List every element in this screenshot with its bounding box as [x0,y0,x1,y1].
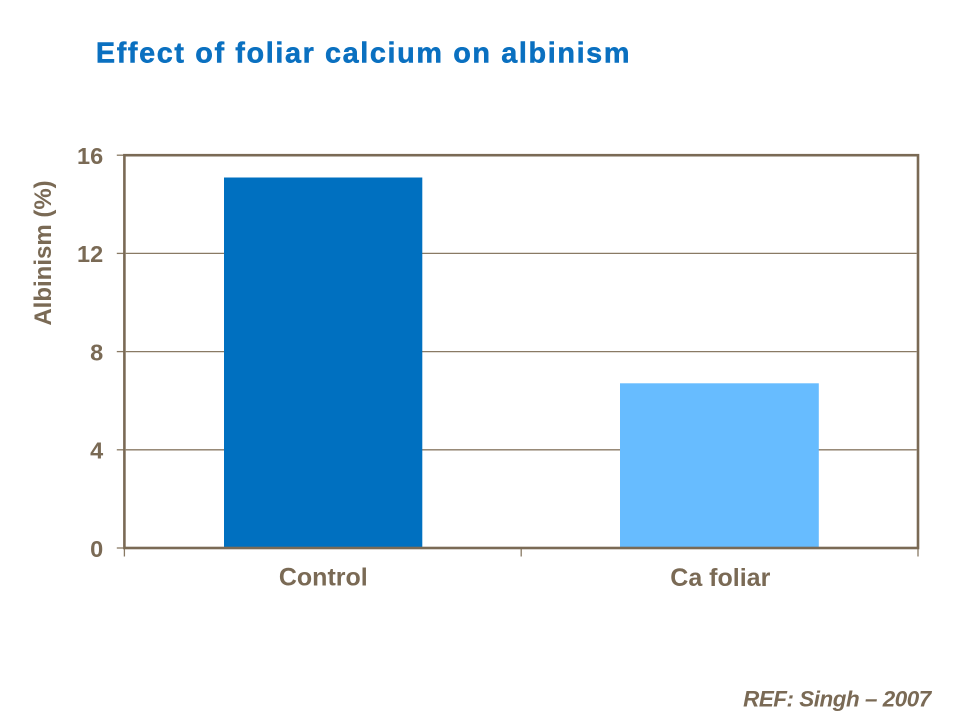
svg-text:Effect of foliar calcium on al: Effect of foliar calcium on albinism [96,38,631,70]
svg-text:0: 0 [90,536,103,562]
svg-text:8: 8 [90,339,103,365]
svg-text:REF: Singh – 2007: REF: Singh – 2007 [743,687,933,712]
svg-text:16: 16 [77,143,103,169]
svg-text:4: 4 [90,438,103,464]
svg-text:Control: Control [279,564,368,592]
svg-text:Albinism (%): Albinism (%) [30,180,57,325]
svg-text:12: 12 [77,241,103,267]
svg-text:Ca foliar: Ca foliar [670,564,770,592]
